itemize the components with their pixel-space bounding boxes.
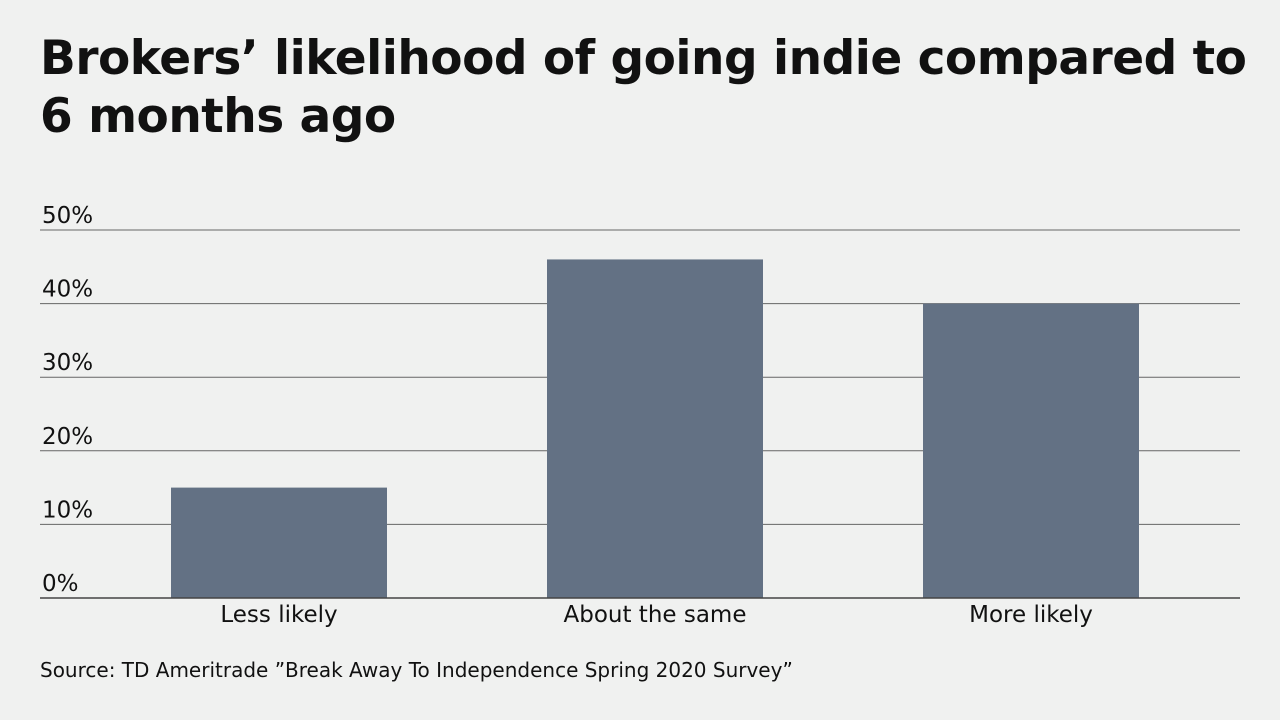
bar (923, 303, 1139, 598)
y-tick-label: 30% (42, 350, 93, 376)
x-tick-label: More likely (969, 602, 1093, 628)
y-tick-label: 40% (42, 277, 93, 303)
y-tick-label: 0% (42, 571, 79, 597)
y-tick-label: 20% (42, 424, 93, 450)
y-tick-label: 50% (42, 203, 93, 229)
source-note: Source: TD Ameritrade ”Break Away To Ind… (40, 658, 793, 682)
bar (171, 487, 387, 598)
y-tick-label: 10% (42, 497, 93, 523)
x-tick-label: About the same (563, 602, 746, 628)
chart-title: Brokers’ likelihood of going indie compa… (40, 31, 1247, 144)
x-tick-label: Less likely (220, 602, 337, 628)
bar (547, 259, 763, 598)
